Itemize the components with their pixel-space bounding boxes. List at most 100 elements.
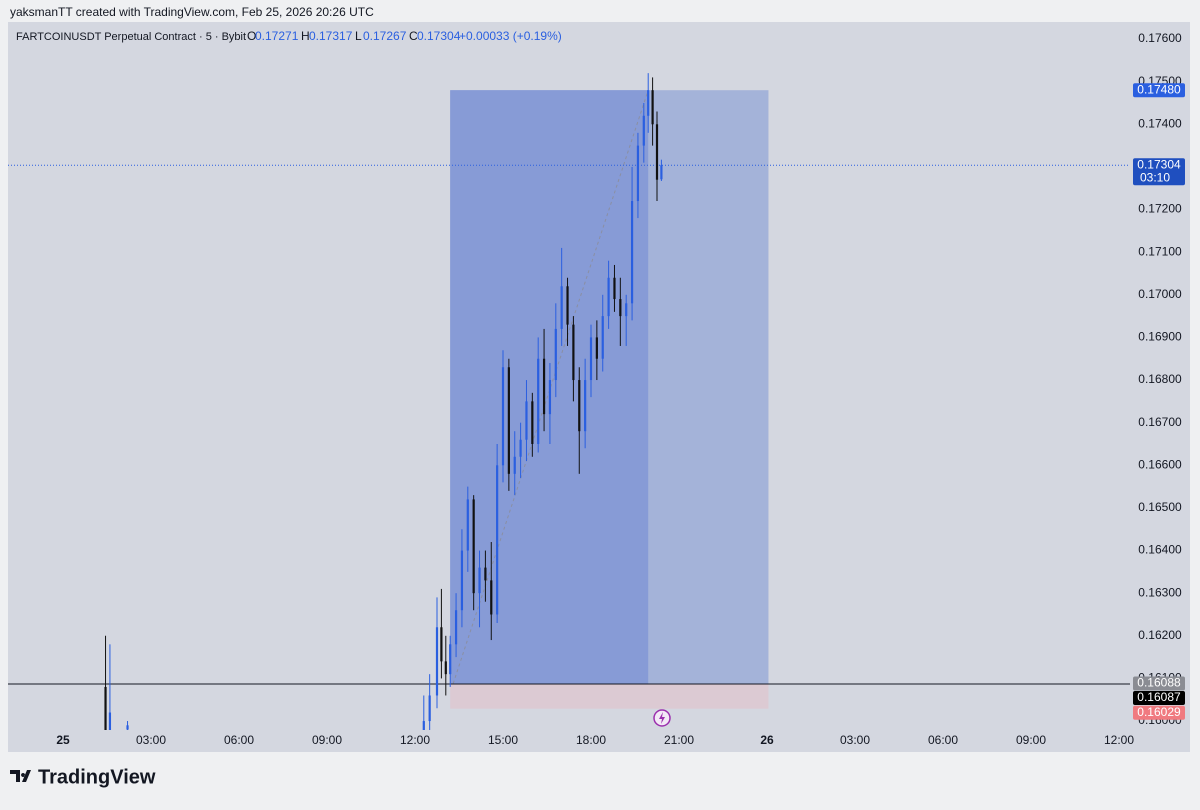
candle-body (613, 277, 616, 300)
candle-body (578, 380, 581, 432)
x-tick-label: 09:00 (312, 733, 342, 747)
candle-body (449, 644, 452, 675)
candle-body (537, 358, 540, 444)
candle-body (655, 124, 659, 180)
price-marker-label: 0.17304 (1137, 157, 1181, 171)
symbol: FARTCOINUSDT Perpetual Contract · 5 · By… (16, 31, 246, 43)
candle-body (531, 401, 534, 444)
y-tick-label: 0.16600 (1138, 457, 1182, 471)
candle-body (490, 580, 493, 615)
candle-body (460, 550, 464, 611)
y-tick-label: 0.16300 (1138, 585, 1182, 599)
candle-body (642, 115, 645, 146)
legend-key: C (409, 29, 418, 43)
price-marker (1133, 158, 1185, 186)
candle-body (542, 358, 546, 415)
y-tick-label: 0.16500 (1138, 500, 1182, 514)
candle-body (428, 695, 431, 722)
candle-body (422, 721, 425, 730)
candle-body (560, 286, 563, 329)
x-tick-label: 26 (760, 733, 774, 747)
y-tick-label: 0.16800 (1138, 372, 1182, 386)
attribution: yaksmanTT created with TradingView.com, … (10, 5, 374, 19)
x-tick-label: 18:00 (576, 733, 606, 747)
candle-body (630, 201, 634, 304)
candle-body (478, 567, 481, 594)
brand: TradingView (38, 766, 156, 788)
candle-body (607, 277, 610, 317)
candle-body (584, 380, 587, 432)
candle-body (126, 725, 129, 730)
price-marker (1133, 705, 1185, 720)
candle-body (440, 627, 443, 662)
countdown: 03:10 (1140, 170, 1170, 184)
candle-body (104, 686, 107, 730)
candle-body (496, 465, 499, 615)
event-icon-bolt (659, 712, 665, 724)
x-tick-label: 25 (56, 733, 70, 747)
candle-body (513, 456, 516, 474)
candle-body (435, 627, 439, 696)
price-marker-label: 0.17480 (1137, 82, 1181, 96)
candle-body (566, 286, 569, 325)
price-marker (1133, 690, 1185, 705)
x-tick-label: 03:00 (136, 733, 166, 747)
stop-zone (450, 683, 769, 709)
candle-body (519, 439, 522, 457)
legend-value: 0.17304 (417, 29, 461, 43)
candle-body (108, 712, 112, 730)
candle-body (651, 90, 654, 125)
candle-body (484, 567, 487, 581)
axes: 0.160000.161000.162000.163000.164000.165… (56, 31, 1185, 747)
legend-key: H (301, 29, 310, 43)
x-tick-label: 03:00 (840, 733, 870, 747)
x-tick-label: 06:00 (224, 733, 254, 747)
candle-body (525, 401, 528, 440)
price-marker (1133, 676, 1185, 691)
y-tick-label: 0.17100 (1138, 244, 1182, 258)
x-tick-label: 21:00 (664, 733, 694, 747)
y-tick-label: 0.16200 (1138, 628, 1182, 642)
candle-body (601, 316, 604, 359)
plot (8, 73, 1130, 730)
y-tick-label: 0.16700 (1138, 415, 1182, 429)
y-tick-label: 0.16400 (1138, 543, 1182, 557)
candle-body (619, 299, 622, 317)
ohlc-legend: O0.17271 H 0.17317 L 0.17267 C 0.17304+0.00033… (247, 29, 562, 43)
legend-value: 0.17317 (309, 29, 353, 43)
legend-change: +0.00033 (+0.19%) (459, 29, 562, 43)
y-tick-label: 0.17200 (1138, 202, 1182, 216)
legend-value: 0.17267 (363, 29, 407, 43)
logo (10, 770, 31, 782)
candle-body (444, 661, 447, 675)
candle-body (548, 380, 552, 415)
candle-body (647, 90, 650, 116)
candle-body (636, 145, 640, 202)
x-tick-label: 12:00 (400, 733, 430, 747)
price-marker-label: 0.16029 (1137, 705, 1181, 719)
candle-body (454, 610, 458, 645)
x-tick-label: 15:00 (488, 733, 518, 747)
x-tick-label: 06:00 (928, 733, 958, 747)
legend-key: O (247, 29, 256, 43)
legend-value: 0.17271 (255, 29, 299, 43)
candle-body (466, 499, 469, 551)
candle-body (472, 499, 475, 594)
price-marker-label: 0.16088 (1137, 676, 1181, 690)
price-marker-label: 0.16087 (1137, 690, 1181, 704)
x-tick-label: 12:00 (1104, 733, 1134, 747)
y-tick-label: 0.17600 (1138, 31, 1182, 45)
y-tick-label: 0.17400 (1138, 116, 1182, 130)
candle-body (572, 324, 575, 381)
candle-body (595, 337, 598, 359)
y-tick-label: 0.16900 (1138, 330, 1182, 344)
candle-body (501, 367, 505, 466)
y-tick-label: 0.17000 (1138, 287, 1182, 301)
x-tick-label: 09:00 (1016, 733, 1046, 747)
candle-body (625, 303, 628, 317)
candle-body (507, 367, 510, 474)
candle-body (554, 328, 557, 381)
candle-body (660, 165, 663, 180)
